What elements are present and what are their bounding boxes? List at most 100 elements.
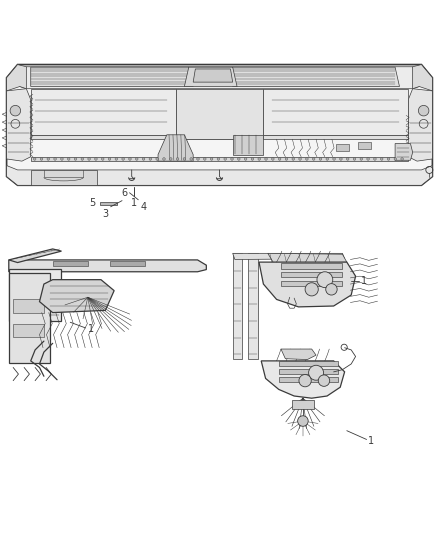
Circle shape: [316, 272, 332, 288]
Circle shape: [33, 158, 36, 160]
Circle shape: [304, 282, 318, 296]
Polygon shape: [278, 369, 337, 374]
Circle shape: [189, 158, 192, 160]
Polygon shape: [39, 280, 114, 312]
Polygon shape: [158, 135, 193, 161]
Polygon shape: [232, 253, 242, 359]
Polygon shape: [7, 64, 431, 185]
Polygon shape: [357, 142, 370, 149]
Circle shape: [210, 158, 212, 160]
Text: 5: 5: [89, 198, 95, 208]
Circle shape: [74, 158, 77, 160]
Circle shape: [251, 158, 253, 160]
Polygon shape: [267, 253, 346, 264]
Circle shape: [47, 158, 49, 160]
Text: 1: 1: [88, 324, 94, 334]
Circle shape: [176, 158, 179, 160]
Polygon shape: [193, 69, 232, 82]
Polygon shape: [407, 88, 431, 161]
Polygon shape: [31, 170, 96, 185]
Text: 6: 6: [121, 188, 127, 198]
Polygon shape: [232, 67, 399, 86]
Circle shape: [352, 158, 355, 160]
Polygon shape: [13, 300, 44, 312]
Polygon shape: [53, 261, 88, 265]
Circle shape: [297, 416, 307, 426]
Circle shape: [81, 158, 83, 160]
Polygon shape: [280, 280, 342, 286]
Circle shape: [142, 158, 145, 160]
Polygon shape: [280, 349, 315, 360]
Circle shape: [318, 375, 329, 386]
Circle shape: [325, 158, 328, 160]
Circle shape: [101, 158, 104, 160]
Polygon shape: [9, 269, 61, 321]
Polygon shape: [280, 272, 342, 278]
Circle shape: [373, 158, 375, 160]
Circle shape: [10, 106, 21, 116]
Circle shape: [417, 106, 428, 116]
Circle shape: [291, 158, 294, 160]
Circle shape: [169, 158, 172, 160]
Polygon shape: [20, 67, 418, 88]
Circle shape: [386, 158, 389, 160]
Circle shape: [318, 158, 321, 160]
Circle shape: [223, 158, 226, 160]
Circle shape: [285, 158, 287, 160]
Polygon shape: [258, 262, 355, 307]
Circle shape: [339, 158, 342, 160]
Polygon shape: [412, 64, 431, 91]
Circle shape: [271, 158, 273, 160]
Polygon shape: [9, 249, 61, 263]
Polygon shape: [278, 377, 337, 382]
Text: 1: 1: [131, 198, 137, 208]
Polygon shape: [261, 361, 344, 398]
Circle shape: [88, 158, 90, 160]
Circle shape: [332, 158, 335, 160]
Polygon shape: [100, 201, 117, 205]
Circle shape: [308, 365, 323, 380]
Circle shape: [346, 158, 348, 160]
Polygon shape: [7, 166, 431, 185]
Circle shape: [135, 158, 138, 160]
Circle shape: [298, 158, 300, 160]
Polygon shape: [31, 135, 407, 139]
Polygon shape: [278, 361, 337, 366]
Circle shape: [203, 158, 206, 160]
Circle shape: [115, 158, 117, 160]
Polygon shape: [13, 324, 44, 337]
Polygon shape: [184, 67, 237, 86]
Circle shape: [108, 158, 110, 160]
Text: 1: 1: [367, 436, 373, 446]
Circle shape: [67, 158, 70, 160]
Circle shape: [311, 158, 314, 160]
Polygon shape: [7, 64, 26, 91]
Polygon shape: [9, 260, 206, 272]
Polygon shape: [9, 273, 50, 363]
Circle shape: [162, 158, 165, 160]
Circle shape: [244, 158, 247, 160]
Circle shape: [257, 158, 260, 160]
Circle shape: [54, 158, 56, 160]
Text: 4: 4: [140, 201, 146, 212]
Circle shape: [183, 158, 185, 160]
Circle shape: [325, 284, 336, 295]
Polygon shape: [280, 263, 342, 269]
Polygon shape: [110, 261, 145, 265]
Text: 1: 1: [360, 276, 366, 286]
Circle shape: [122, 158, 124, 160]
Polygon shape: [291, 400, 313, 409]
Circle shape: [393, 158, 396, 160]
Polygon shape: [335, 144, 348, 151]
Circle shape: [278, 158, 280, 160]
Polygon shape: [394, 143, 412, 160]
Circle shape: [400, 158, 403, 160]
Polygon shape: [263, 88, 407, 135]
Circle shape: [298, 375, 311, 387]
Circle shape: [230, 158, 233, 160]
Circle shape: [379, 158, 382, 160]
Circle shape: [40, 158, 43, 160]
Circle shape: [155, 158, 158, 160]
Circle shape: [60, 158, 63, 160]
Circle shape: [305, 158, 307, 160]
